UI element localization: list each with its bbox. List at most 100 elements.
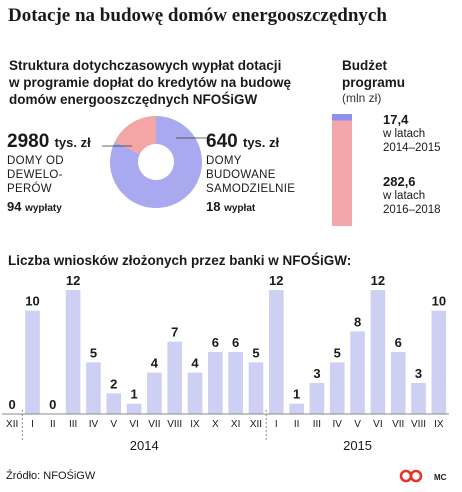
self-build-label-line: DOMY bbox=[206, 155, 242, 167]
developers-amount: 2980 tys. zł bbox=[7, 131, 91, 153]
budget-item-text: 2016–2018 bbox=[383, 204, 441, 216]
developers-label-line: DOMY OD bbox=[7, 155, 64, 167]
page-title: Dotacje na budowę domów energooszczędnyc… bbox=[8, 5, 387, 26]
month-tick-label: II bbox=[294, 419, 300, 430]
month-bar-label: 4 bbox=[191, 356, 199, 371]
structure-title: Struktura dotychczasowych wypłat dotacji… bbox=[9, 57, 291, 108]
bar-chart-title: Liczba wniosków złożonych przez banki w … bbox=[8, 253, 352, 268]
month-bar bbox=[390, 352, 406, 414]
donut-slice-developers bbox=[110, 116, 202, 208]
month-bar-label: 10 bbox=[432, 294, 446, 309]
self-build-label-line: SAMODZIELNIE bbox=[206, 183, 296, 195]
month-bar bbox=[228, 352, 243, 414]
budget-bar bbox=[332, 114, 352, 226]
month-bar bbox=[309, 383, 325, 414]
month-tick-label: VIII bbox=[411, 419, 426, 430]
month-bar bbox=[268, 290, 284, 414]
bar-chart: 0XII10I0II12III5IV2V1VI4VII7VIII4IX6X6XI… bbox=[2, 273, 449, 453]
budget-item-small: 17,4 w latach 2014–2015 bbox=[383, 112, 441, 155]
publisher-logo-icon bbox=[399, 469, 423, 483]
month-bar-label: 1 bbox=[293, 387, 300, 402]
month-bar bbox=[350, 331, 365, 414]
month-tick-label: VI bbox=[129, 419, 138, 430]
month-bar bbox=[126, 403, 142, 414]
author-credit: MC bbox=[434, 473, 447, 482]
month-tick-label: III bbox=[69, 419, 77, 430]
donut-chart bbox=[102, 116, 210, 208]
month-tick-label: XII bbox=[6, 419, 18, 430]
budget-item-value: 17,4 bbox=[383, 112, 409, 127]
self-build-amount: 640 tys. zł bbox=[206, 131, 279, 153]
developers-count-value: 94 bbox=[7, 199, 22, 214]
month-tick-label: X bbox=[212, 419, 219, 430]
month-tick-label: VII bbox=[392, 419, 404, 430]
month-tick-label: V bbox=[354, 419, 361, 430]
budget-segment-2016-2018 bbox=[332, 120, 352, 226]
year-label: 2014 bbox=[130, 438, 159, 453]
month-tick-label: IX bbox=[434, 419, 444, 430]
month-tick-label: XI bbox=[231, 419, 240, 430]
budget-item-text: 2014–2015 bbox=[383, 142, 441, 154]
donut-slice-self-build bbox=[114, 116, 157, 155]
budget-item-text: w latach bbox=[383, 128, 426, 140]
month-bar bbox=[370, 290, 386, 414]
self-build-count: 18 wypłat bbox=[206, 199, 255, 214]
month-bar-label: 5 bbox=[90, 345, 97, 360]
budget-title-line: Budżet bbox=[342, 58, 387, 73]
self-build-label: DOMY BUDOWANE SAMODZIELNIE bbox=[206, 154, 295, 196]
developers-amount-unit: tys. zł bbox=[54, 135, 91, 150]
developers-label: DOMY OD DEWELO- PERÓW bbox=[7, 154, 64, 196]
month-tick-label: I bbox=[31, 419, 34, 430]
structure-title-line: w programie dopłat do kredytów na budowę bbox=[9, 75, 292, 90]
month-bar bbox=[431, 310, 447, 414]
month-bar-label: 12 bbox=[371, 273, 385, 288]
month-bar bbox=[86, 362, 101, 414]
month-tick-label: IX bbox=[190, 419, 200, 430]
month-bar-label: 3 bbox=[415, 366, 422, 381]
month-tick-label: VIII bbox=[167, 419, 182, 430]
self-build-count-value: 18 bbox=[206, 199, 221, 214]
month-bar-label: 0 bbox=[49, 397, 56, 412]
month-bar-label: 6 bbox=[395, 335, 402, 350]
self-build-count-unit: wypłat bbox=[224, 203, 256, 214]
month-tick-label: I bbox=[275, 419, 278, 430]
month-tick-label: IV bbox=[89, 419, 99, 430]
month-bar-label: 12 bbox=[269, 273, 283, 288]
developers-label-line: DEWELO- bbox=[7, 169, 63, 181]
developers-amount-value: 2980 bbox=[7, 131, 50, 152]
month-tick-label: XII bbox=[250, 419, 262, 430]
budget-title: Budżet programu bbox=[342, 57, 405, 91]
month-bar bbox=[167, 341, 183, 414]
month-bar bbox=[25, 310, 40, 414]
developers-count-unit: wypłaty bbox=[25, 203, 62, 214]
source-note: Źródło: NFOŚiGW bbox=[6, 470, 96, 482]
month-tick-label: II bbox=[50, 419, 56, 430]
month-bar-label: 5 bbox=[252, 345, 259, 360]
budget-item-large: 282,6 w latach 2016–2018 bbox=[383, 174, 441, 217]
self-build-amount-value: 640 bbox=[206, 131, 238, 152]
budget-segment-2014-2015 bbox=[332, 114, 352, 121]
month-bar-label: 7 bbox=[171, 325, 178, 340]
month-bar bbox=[248, 362, 264, 414]
structure-title-line: Struktura dotychczasowych wypłat dotacji bbox=[9, 58, 282, 73]
month-tick-label: IV bbox=[333, 419, 343, 430]
month-bar-label: 6 bbox=[212, 335, 219, 350]
month-bar bbox=[208, 352, 223, 414]
month-bar bbox=[329, 362, 345, 414]
self-build-label-line: BUDOWANE bbox=[206, 169, 276, 181]
budget-unit: (mln zł) bbox=[342, 91, 382, 105]
month-bar-label: 2 bbox=[110, 376, 117, 391]
month-tick-label: VI bbox=[373, 419, 382, 430]
structure-title-line: domów energooszczędnych NFOŚiGW bbox=[9, 92, 258, 107]
self-build-amount-unit: tys. zł bbox=[242, 135, 280, 150]
budget-item-value: 282,6 bbox=[383, 174, 416, 189]
month-bar bbox=[411, 383, 426, 414]
developers-count: 94 wypłaty bbox=[7, 199, 62, 214]
month-bar bbox=[106, 393, 122, 414]
month-bar-label: 1 bbox=[130, 387, 137, 402]
month-tick-label: V bbox=[110, 419, 117, 430]
month-bar-label: 3 bbox=[313, 366, 320, 381]
month-bar bbox=[289, 403, 304, 414]
month-bar-label: 6 bbox=[232, 335, 239, 350]
year-label: 2015 bbox=[343, 438, 372, 453]
